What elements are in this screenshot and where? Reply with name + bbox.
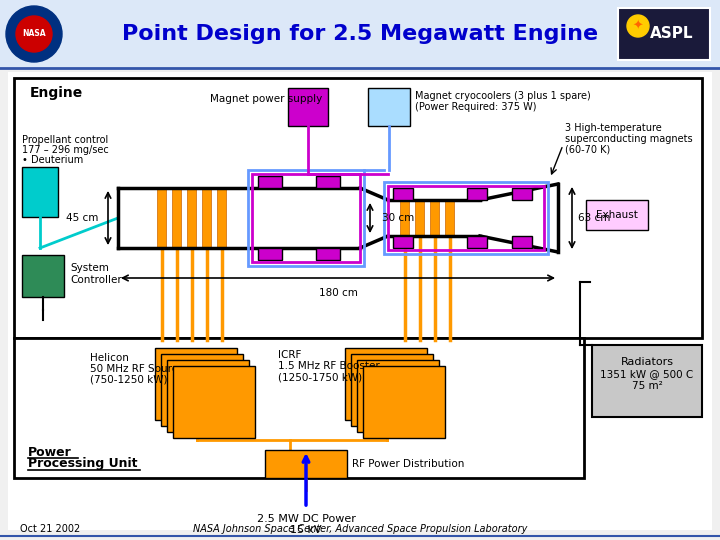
Bar (252, 174, 360, 262)
Circle shape (6, 6, 62, 62)
Bar (8, 72, 712, 530)
Text: (60-70 K): (60-70 K) (565, 145, 611, 155)
Bar (512, 236, 532, 248)
Text: 50 MHz RF Source: 50 MHz RF Source (90, 364, 184, 374)
Bar (445, 201, 454, 235)
Bar (351, 354, 433, 426)
Bar (187, 189, 196, 247)
Bar (288, 88, 328, 126)
Text: 177 – 296 mg/sec: 177 – 296 mg/sec (22, 145, 109, 155)
Text: 63 cm: 63 cm (578, 213, 611, 223)
Text: Magnet cryocoolers (3 plus 1 spare): Magnet cryocoolers (3 plus 1 spare) (415, 91, 590, 101)
Text: Point Design for 2.5 Megawatt Engine: Point Design for 2.5 Megawatt Engine (122, 24, 598, 44)
Bar (202, 189, 211, 247)
Bar (467, 188, 487, 200)
Bar (388, 186, 544, 250)
Circle shape (627, 15, 649, 37)
Bar (22, 167, 58, 217)
Bar (384, 182, 548, 254)
Text: ✦: ✦ (633, 19, 643, 32)
Bar (415, 201, 424, 235)
Text: 3 High-temperature: 3 High-temperature (565, 123, 662, 133)
Text: 1.5 MHz RF Booster: 1.5 MHz RF Booster (278, 361, 379, 371)
Bar (363, 366, 445, 438)
Text: 75 m²: 75 m² (631, 381, 662, 391)
Bar (0, 0, 720, 68)
Text: Controller: Controller (70, 275, 122, 285)
Text: 30 cm: 30 cm (382, 213, 414, 223)
Text: Power: Power (28, 446, 72, 458)
Bar (265, 450, 347, 478)
Text: superconducting magnets: superconducting magnets (565, 134, 693, 144)
Text: (1250-1750 kW): (1250-1750 kW) (278, 372, 362, 382)
Bar (316, 176, 340, 188)
Bar (345, 348, 427, 420)
Text: 180 cm: 180 cm (318, 288, 357, 298)
Bar (14, 338, 584, 478)
Bar (248, 170, 364, 266)
Bar (400, 201, 409, 235)
Bar (467, 236, 487, 248)
Bar (155, 348, 237, 420)
Text: System: System (70, 263, 109, 273)
Bar (357, 360, 439, 432)
Bar (430, 201, 439, 235)
Bar (316, 248, 340, 260)
Bar (172, 189, 181, 247)
Bar (14, 78, 702, 338)
Text: • Deuterium: • Deuterium (22, 155, 84, 165)
Bar (161, 354, 243, 426)
Text: Oct 21 2002: Oct 21 2002 (20, 524, 80, 534)
Text: ICRF: ICRF (278, 350, 302, 360)
Bar (258, 176, 282, 188)
Bar (22, 255, 64, 297)
Text: NASA: NASA (22, 30, 46, 38)
Bar (157, 189, 166, 247)
Text: ASPL: ASPL (650, 26, 694, 42)
Bar (393, 236, 413, 248)
Bar (217, 189, 226, 247)
Bar (592, 345, 702, 417)
Text: (Power Required: 375 W): (Power Required: 375 W) (415, 102, 536, 112)
Text: Engine: Engine (30, 86, 84, 100)
Text: 15 kV: 15 kV (290, 525, 322, 535)
Text: 45 cm: 45 cm (66, 213, 98, 223)
Bar (258, 248, 282, 260)
Circle shape (16, 16, 52, 52)
Text: Propellant control: Propellant control (22, 135, 108, 145)
Text: (750-1250 kW): (750-1250 kW) (90, 375, 168, 385)
Text: Magnet power supply: Magnet power supply (210, 94, 323, 104)
Text: RF Power Distribution: RF Power Distribution (352, 459, 464, 469)
Text: Processing Unit: Processing Unit (28, 457, 138, 470)
Text: Helicon: Helicon (90, 353, 129, 363)
Bar (586, 200, 648, 230)
Bar (368, 88, 410, 126)
Bar (618, 8, 710, 60)
Text: 2.5 MW DC Power: 2.5 MW DC Power (256, 514, 356, 524)
Text: 1351 kW @ 500 C: 1351 kW @ 500 C (600, 369, 693, 379)
Bar (393, 188, 413, 200)
Text: Exhaust: Exhaust (596, 210, 638, 220)
Bar (173, 366, 255, 438)
Text: NASA Johnson Space Center, Advanced Space Propulsion Laboratory: NASA Johnson Space Center, Advanced Spac… (193, 524, 527, 534)
Bar (167, 360, 249, 432)
Text: Radiators: Radiators (621, 357, 673, 367)
Bar (512, 188, 532, 200)
